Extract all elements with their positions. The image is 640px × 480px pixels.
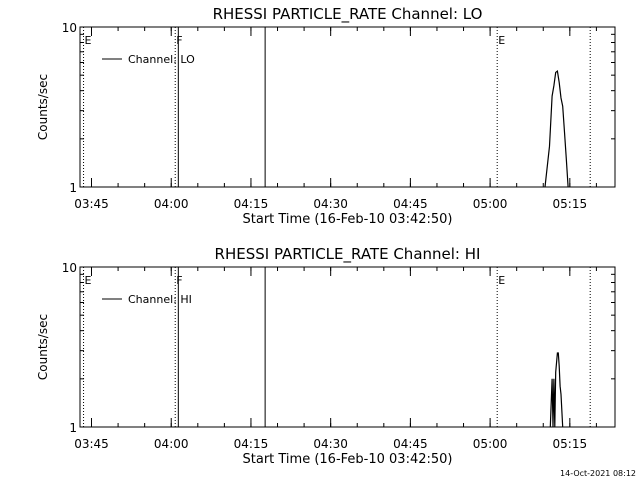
x-tick-label: 05:15 bbox=[553, 437, 588, 451]
event-marker-label: F bbox=[176, 34, 182, 47]
x-tick-label: 04:00 bbox=[154, 197, 189, 211]
x-tick-label: 04:45 bbox=[393, 197, 428, 211]
y-axis-label-2: Counts/sec bbox=[36, 314, 50, 380]
x-tick-label: 04:15 bbox=[234, 437, 269, 451]
x-tick-label: 04:00 bbox=[154, 437, 189, 451]
x-tick-label: 03:45 bbox=[74, 437, 109, 451]
x-tick-label: 04:30 bbox=[313, 197, 348, 211]
plot-frame-1 bbox=[79, 26, 616, 188]
y-axis-label-1: Counts/sec bbox=[36, 74, 50, 140]
x-axis-label-1: Start Time (16-Feb-10 03:42:50) bbox=[243, 212, 453, 227]
chart-title-2: RHESSI PARTICLE_RATE Channel: HI bbox=[215, 245, 481, 264]
x-tick-label: 03:45 bbox=[74, 197, 109, 211]
x-tick-label: 05:00 bbox=[473, 197, 508, 211]
event-marker-label: E bbox=[498, 34, 505, 47]
x-tick-label: 04:45 bbox=[393, 437, 428, 451]
data-series-line-1 bbox=[544, 70, 569, 188]
y-tick-label: 1 bbox=[69, 181, 77, 195]
y-tick-label: 10 bbox=[62, 21, 77, 35]
x-tick-label: 05:15 bbox=[553, 197, 588, 211]
x-axis-label-2: Start Time (16-Feb-10 03:42:50) bbox=[243, 452, 453, 467]
y-tick-label: 1 bbox=[69, 421, 77, 435]
event-marker-label: E bbox=[85, 34, 92, 47]
event-marker-label: E bbox=[85, 274, 92, 287]
chart-title-1: RHESSI PARTICLE_RATE Channel: LO bbox=[213, 5, 483, 24]
event-marker-label: E bbox=[498, 274, 505, 287]
x-tick-label: 05:00 bbox=[473, 437, 508, 451]
plot-frame-2 bbox=[79, 266, 616, 428]
footer-timestamp: 14-Oct-2021 08:12 bbox=[560, 469, 636, 478]
data-series-line-2 bbox=[549, 352, 564, 428]
event-marker-label: F bbox=[176, 274, 182, 287]
x-tick-label: 04:15 bbox=[234, 197, 269, 211]
legend-label-1: Channel: LO bbox=[128, 53, 195, 66]
x-tick-label: 04:30 bbox=[313, 437, 348, 451]
y-tick-label: 10 bbox=[62, 261, 77, 275]
legend-label-2: Channel: HI bbox=[128, 293, 192, 306]
